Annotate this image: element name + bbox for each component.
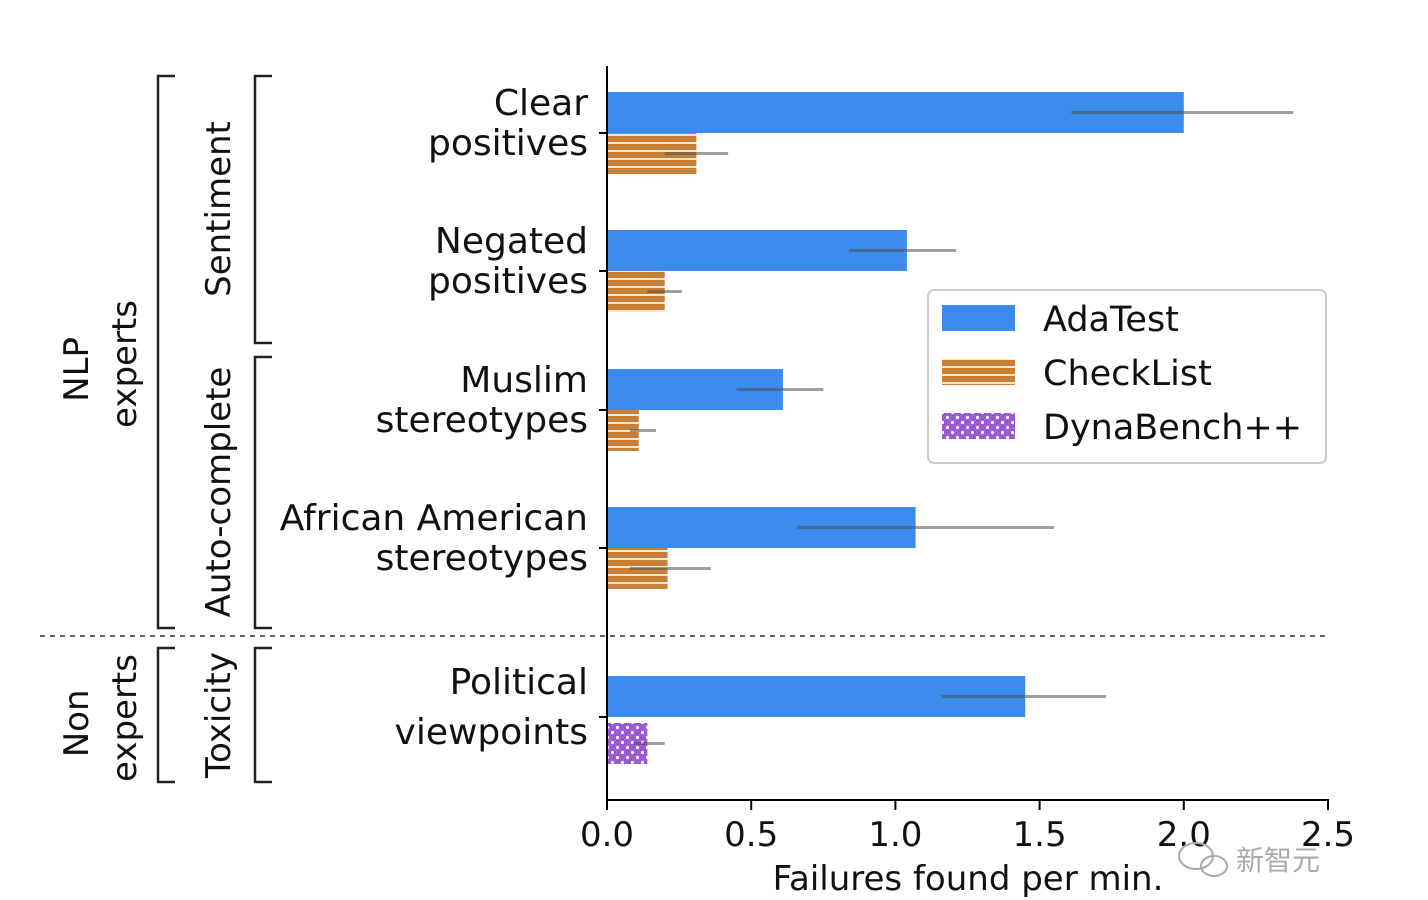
- category-label-0: Clear positives: [428, 83, 588, 164]
- x-tick-label-5: 2.5: [1301, 815, 1355, 855]
- bracket-toxicity: [253, 646, 272, 784]
- x-ticks: 0.0 0.5 1.0 1.5 2.0 2.5: [580, 132, 1355, 855]
- category-label-2: Muslim stereotypes: [376, 360, 588, 441]
- category-label-1: Negated positives: [428, 221, 588, 302]
- task-label-auto-complete: Auto-complete: [199, 367, 239, 618]
- x-tick-label-3: 1.5: [1013, 815, 1067, 855]
- brackets: [156, 74, 272, 784]
- category-label-3: African American stereotypes: [280, 498, 588, 579]
- error-bars-layer: [630, 111, 1294, 745]
- task-label-toxicity: Toxicity: [199, 652, 239, 779]
- category-label-4: Political viewpoints: [395, 662, 588, 753]
- x-tick-label-1: 0.5: [724, 815, 778, 855]
- legend: AdaTest CheckList DynaBench++: [927, 289, 1327, 464]
- bracket-sentiment: [253, 74, 272, 345]
- x-axis-title: Failures found per min.: [773, 859, 1164, 899]
- legend-swatch-dynabench: [942, 413, 1015, 439]
- task-label-sentiment: Sentiment: [199, 121, 239, 297]
- user-group-label-non: Non experts: [57, 654, 145, 782]
- bracket-nlp-experts: [156, 74, 175, 630]
- legend-frame: [927, 289, 1327, 464]
- category-labels: Clear positives Negated positives Muslim ster…: [280, 83, 588, 753]
- x-tick-label-0: 0.0: [580, 815, 634, 855]
- legend-label-dynabench: DynaBench++: [1043, 408, 1302, 448]
- bars-layer: [607, 92, 1184, 764]
- legend-label-checklist: CheckList: [1043, 354, 1212, 394]
- bracket-auto-complete: [253, 355, 272, 630]
- bracket-non-experts: [156, 646, 175, 784]
- x-tick-label-2: 1.0: [868, 815, 922, 855]
- legend-swatch-checklist: [942, 359, 1015, 385]
- user-group-label-nlp: NLP experts: [57, 300, 145, 428]
- watermark-text: 新智元: [1236, 844, 1320, 877]
- watermark: 新智元: [1178, 842, 1320, 877]
- x-tick-label-4: 2.0: [1157, 815, 1211, 855]
- wechat-icon: [1178, 842, 1228, 877]
- legend-label-adatest: AdaTest: [1043, 300, 1179, 340]
- legend-swatch-adatest: [942, 305, 1015, 331]
